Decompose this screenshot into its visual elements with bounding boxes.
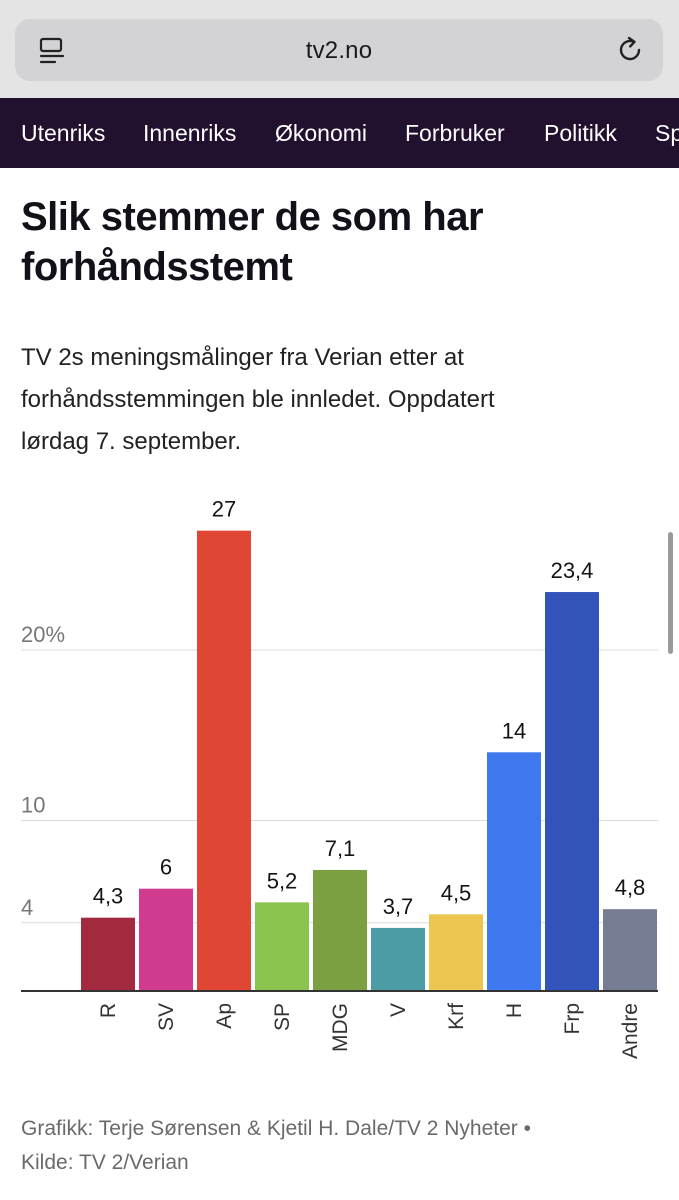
subtitle-line-3: lørdag 7. september. <box>21 428 242 455</box>
nav-item-innenriks[interactable]: Innenriks <box>143 120 237 146</box>
value-label-ap: 27 <box>212 497 236 522</box>
subtitle-line-2: forhåndsstemmingen ble innledet. Oppdate… <box>21 386 495 413</box>
category-label-krf: Krf <box>445 1003 468 1030</box>
subtitle-line-1: TV 2s meningsmålinger fra Verian etter a… <box>21 344 464 371</box>
value-label-andre: 4,8 <box>615 875 646 900</box>
bar-sv <box>139 888 193 991</box>
category-label-sp: SP <box>271 1003 294 1031</box>
bar-krf <box>429 914 483 991</box>
bar-ap <box>197 530 251 991</box>
nav-item-utenriks[interactable]: Utenriks <box>21 120 106 146</box>
value-label-sv: 6 <box>160 855 172 880</box>
value-label-r: 4,3 <box>93 884 124 909</box>
chart-credits: Grafikk: Terje Sørensen & Kjetil H. Dale… <box>21 1112 661 1180</box>
nav-item-sport[interactable]: Sport <box>655 120 679 146</box>
category-label-r: R <box>97 1003 120 1018</box>
browser-toolbar: tv2.no <box>0 0 679 98</box>
value-label-v: 3,7 <box>383 894 414 919</box>
bar-mdg <box>313 869 367 991</box>
scrollbar[interactable] <box>668 532 673 654</box>
source-line: Kilde: TV 2/Verian <box>21 1151 189 1174</box>
category-label-mdg: MDG <box>329 1003 352 1052</box>
category-label-ap: Ap <box>213 1003 236 1029</box>
url-text[interactable]: tv2.no <box>305 37 373 64</box>
value-label-mdg: 7,1 <box>325 836 356 861</box>
y-tick-label-4: 4 <box>21 895 33 920</box>
category-label-h: H <box>503 1003 526 1018</box>
value-label-frp: 23,4 <box>551 558 594 583</box>
value-label-krf: 4,5 <box>441 880 472 905</box>
nav-item-politikk[interactable]: Politikk <box>544 120 617 146</box>
title-line-1: Slik stemmer de som har <box>21 195 484 239</box>
nav-item-forbruker[interactable]: Forbruker <box>405 120 505 146</box>
reload-icon[interactable] <box>615 35 645 65</box>
category-label-andre: Andre <box>619 1003 642 1059</box>
title-line-2: forhåndsstemt <box>21 245 293 289</box>
reader-mode-icon[interactable] <box>39 37 65 65</box>
address-bar[interactable]: tv2.no <box>15 19 663 81</box>
value-label-sp: 5,2 <box>267 868 298 893</box>
y-tick-label-20: 20% <box>21 622 65 647</box>
nav-item-okonomi[interactable]: Økonomi <box>275 120 368 146</box>
bar-r <box>81 917 135 991</box>
category-label-frp: Frp <box>561 1003 584 1035</box>
chart-subtitle: TV 2s meningsmålinger fra Verian etter a… <box>21 337 651 463</box>
bar-v <box>371 927 425 991</box>
page-title: Slik stemmer de som har forhåndsstemt <box>21 192 641 292</box>
value-label-h: 14 <box>502 718 526 743</box>
category-label-v: V <box>387 1003 410 1017</box>
y-tick-label-10: 10 <box>21 793 45 818</box>
bar-frp <box>545 592 599 991</box>
credits-line: Grafikk: Terje Sørensen & Kjetil H. Dale… <box>21 1117 531 1140</box>
bar-sp <box>255 902 309 991</box>
bar-andre <box>603 909 657 991</box>
bar-h <box>487 752 541 991</box>
section-nav: Utenriks Innenriks Økonomi Forbruker Pol… <box>0 98 679 168</box>
bar-chart: 4 10 20% 4,3 R 6 SV 27 Ap 5,2 SP 7,1 MDG 3,7 V 4,5 Krf 14… <box>21 497 658 1059</box>
category-label-sv: SV <box>155 1003 178 1031</box>
